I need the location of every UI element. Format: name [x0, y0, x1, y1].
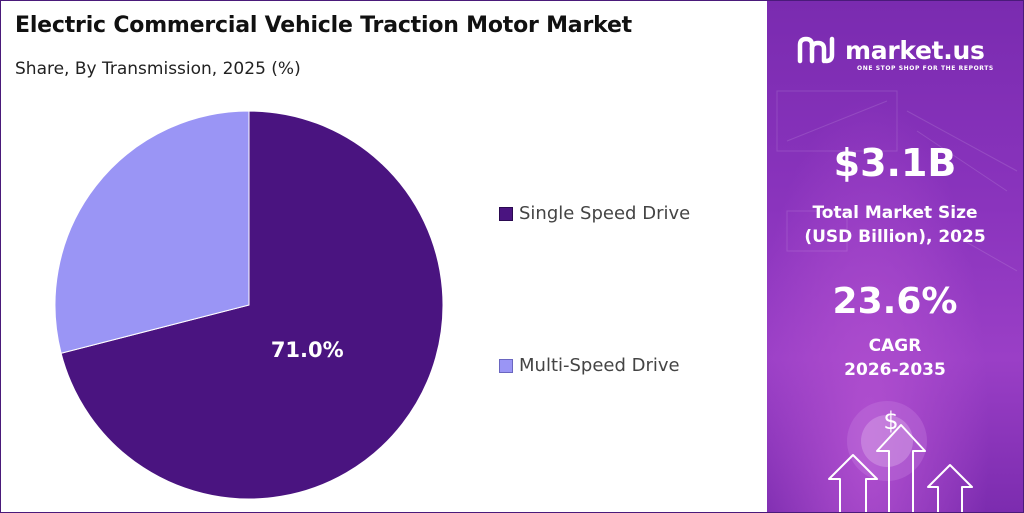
market-us-logo-icon — [797, 36, 835, 64]
pie-data-label-single-speed-drive: 71.0% — [271, 338, 344, 362]
legend-swatch-single-speed — [499, 206, 513, 221]
pie-slice-single-speed-drive — [60, 110, 444, 500]
brand-tagline: ONE STOP SHOP FOR THE REPORTS — [857, 65, 994, 72]
brand-name: market.us — [845, 35, 985, 65]
market-size-label-line1: Total Market Size — [812, 203, 978, 223]
legend-item-single-speed: Single Speed Drive — [499, 203, 690, 224]
dollar-symbol: $ — [883, 407, 899, 435]
market-size-value: $3.1B — [833, 141, 957, 185]
pie-slice-multi-speed-drive — [54, 110, 250, 354]
cagr-label-line2: 2026-2035 — [844, 360, 946, 380]
legend-swatch-multi-speed — [499, 358, 513, 373]
summary-sidebar: market.us ONE STOP SHOP FOR THE REPORTS … — [767, 1, 1023, 512]
chart-title: Electric Commercial Vehicle Traction Mot… — [15, 13, 632, 38]
legend-label-multi-speed: Multi-Speed Drive — [519, 355, 680, 376]
cagr-label-line1: CAGR — [868, 336, 922, 356]
market-size-label-line2: (USD Billion), 2025 — [804, 227, 986, 247]
legend-item-multi-speed: Multi-Speed Drive — [499, 355, 680, 376]
chart-panel: Electric Commercial Vehicle Traction Mot… — [1, 1, 767, 512]
brand-logo: market.us — [797, 35, 985, 65]
cagr-value: 23.6% — [832, 281, 958, 322]
chart-subtitle: Share, By Transmission, 2025 (%) — [15, 59, 301, 79]
pie-chart: 71.0% — [54, 110, 444, 500]
legend-label-single-speed: Single Speed Drive — [519, 203, 691, 224]
growth-arrows-icon — [828, 424, 973, 512]
